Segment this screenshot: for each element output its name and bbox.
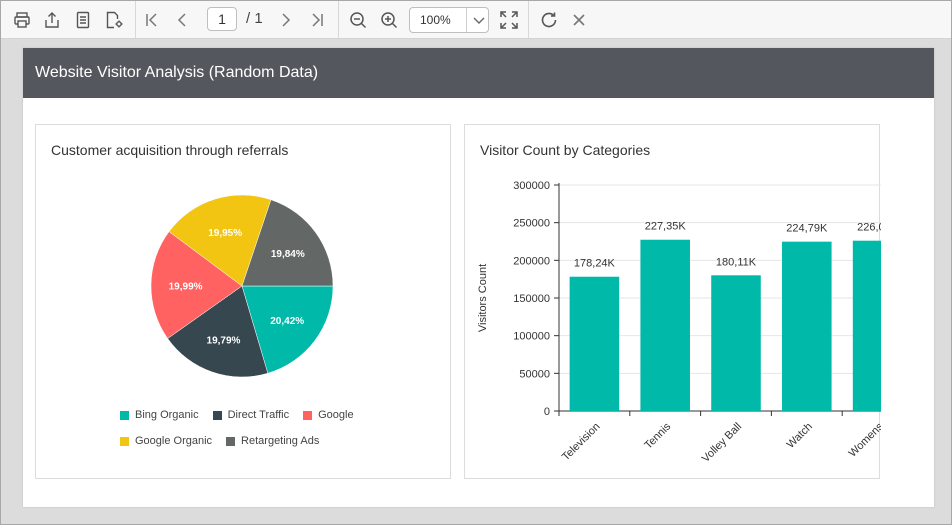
legend-label: Bing Organic <box>135 409 199 421</box>
legend-label: Retargeting Ads <box>241 435 320 447</box>
pie-slice-google <box>150 231 243 339</box>
page-number-input[interactable]: 1 <box>207 7 237 31</box>
page-setup-icon[interactable] <box>102 8 126 32</box>
toolbar-separator <box>528 1 529 38</box>
pie-slice-bing-organic <box>241 285 334 374</box>
y-tick-label: 300000 <box>513 180 550 192</box>
zoom-select[interactable]: 100% <box>409 7 489 33</box>
x-tick-label: Volley Ball <box>700 421 744 465</box>
legend-item-google-organic[interactable]: Google Organic <box>120 435 212 447</box>
bar-data-label: 227,35K <box>645 221 687 233</box>
bar-data-label: 178,24K <box>574 258 616 270</box>
legend-item-retargeting-ads[interactable]: Retargeting Ads <box>226 435 319 447</box>
print-icon[interactable] <box>11 8 33 32</box>
zoom-out-icon[interactable] <box>347 8 369 32</box>
legend-row: Google Organic Retargeting Ads <box>120 434 333 448</box>
bar-chart: 0 50000 100000 150000 200000 250000 300000 Visi… <box>477 180 881 465</box>
pie-data-label: 19,79% <box>207 335 241 346</box>
toolbar: 1 / 1 100% <box>1 1 951 39</box>
y-tick-label: 200000 <box>513 255 550 267</box>
zoom-in-icon[interactable] <box>378 8 400 32</box>
legend-swatch <box>120 410 129 420</box>
refresh-icon[interactable] <box>538 8 560 32</box>
bar-television <box>569 276 620 411</box>
legend-label: Google Organic <box>135 435 213 447</box>
pie-chart-title: Customer acquisition through referrals <box>51 142 289 158</box>
bar-volley-ball <box>711 275 761 411</box>
bar-tennis <box>640 239 690 411</box>
bar-womens <box>852 240 881 411</box>
bar-data-label: 224,79K <box>786 223 828 235</box>
previous-page-icon[interactable] <box>171 8 193 32</box>
pie-chart-card: Customer acquisition through referrals 2… <box>35 124 451 479</box>
y-tick-label: 0 <box>544 406 550 418</box>
report-header: Website Visitor Analysis (Random Data) <box>23 48 934 98</box>
pie-chart: 20,42% 19,79% 19,99% 19,95% 19,84% <box>150 194 334 378</box>
legend-swatch <box>226 436 236 446</box>
x-tick-label: Television <box>560 421 603 464</box>
next-page-icon[interactable] <box>275 8 297 32</box>
y-tick-label: 100000 <box>513 331 550 343</box>
y-tick-label: 250000 <box>513 218 550 230</box>
close-icon[interactable] <box>568 8 590 32</box>
legend-item-bing-organic[interactable]: Bing Organic <box>120 409 199 421</box>
report-page: Website Visitor Analysis (Random Data) C… <box>23 48 934 507</box>
pie-data-label: 20,42% <box>270 316 304 327</box>
chevron-down-icon[interactable] <box>470 11 488 34</box>
y-tick-label: 50000 <box>519 368 550 380</box>
document-map-icon[interactable] <box>72 8 94 32</box>
legend-label: Direct Traffic <box>227 409 290 421</box>
bar-data-label: 180,11K <box>716 256 757 268</box>
pie-data-label: 19,95% <box>208 228 242 239</box>
first-page-icon[interactable] <box>141 8 163 32</box>
toolbar-separator <box>135 1 136 38</box>
bar-chart-title: Visitor Count by Categories <box>480 142 651 158</box>
legend-row: Bing Organic Direct Traffic Google <box>120 408 368 422</box>
toolbar-separator <box>338 1 339 38</box>
pie-slice-google-organic <box>168 194 272 287</box>
pie-slice-retargeting-ads <box>241 199 334 287</box>
bar-watch <box>782 241 832 411</box>
x-tick-label: Tennis <box>642 420 673 451</box>
fit-page-icon[interactable] <box>498 8 520 32</box>
y-axis-title: Visitors Count <box>477 264 489 332</box>
y-tick-label: 150000 <box>513 293 550 305</box>
pie-slice-direct-traffic <box>167 285 269 378</box>
zoom-select-divider <box>466 8 467 32</box>
legend-swatch <box>120 436 129 446</box>
pie-data-label: 19,99% <box>169 281 203 292</box>
x-tick-label: Womens <box>847 420 881 459</box>
zoom-value: 100% <box>420 13 451 27</box>
x-tick-label: Watch <box>785 421 815 451</box>
page-total: / 1 <box>246 10 263 27</box>
legend-item-google[interactable]: Google <box>303 409 354 421</box>
legend-swatch <box>212 410 222 420</box>
last-page-icon[interactable] <box>306 8 328 32</box>
bar-chart-card: Visitor Count by Categories 0 50000 100000… <box>464 124 881 479</box>
bar-data-label: 226,06K <box>857 222 881 234</box>
pie-data-label: 19,84% <box>271 249 305 260</box>
legend-label: Google <box>318 409 354 421</box>
legend-item-direct-traffic[interactable]: Direct Traffic <box>212 409 290 421</box>
report-title: Website Visitor Analysis (Random Data) <box>35 64 319 81</box>
legend-swatch <box>303 410 313 420</box>
export-icon[interactable] <box>41 8 63 32</box>
